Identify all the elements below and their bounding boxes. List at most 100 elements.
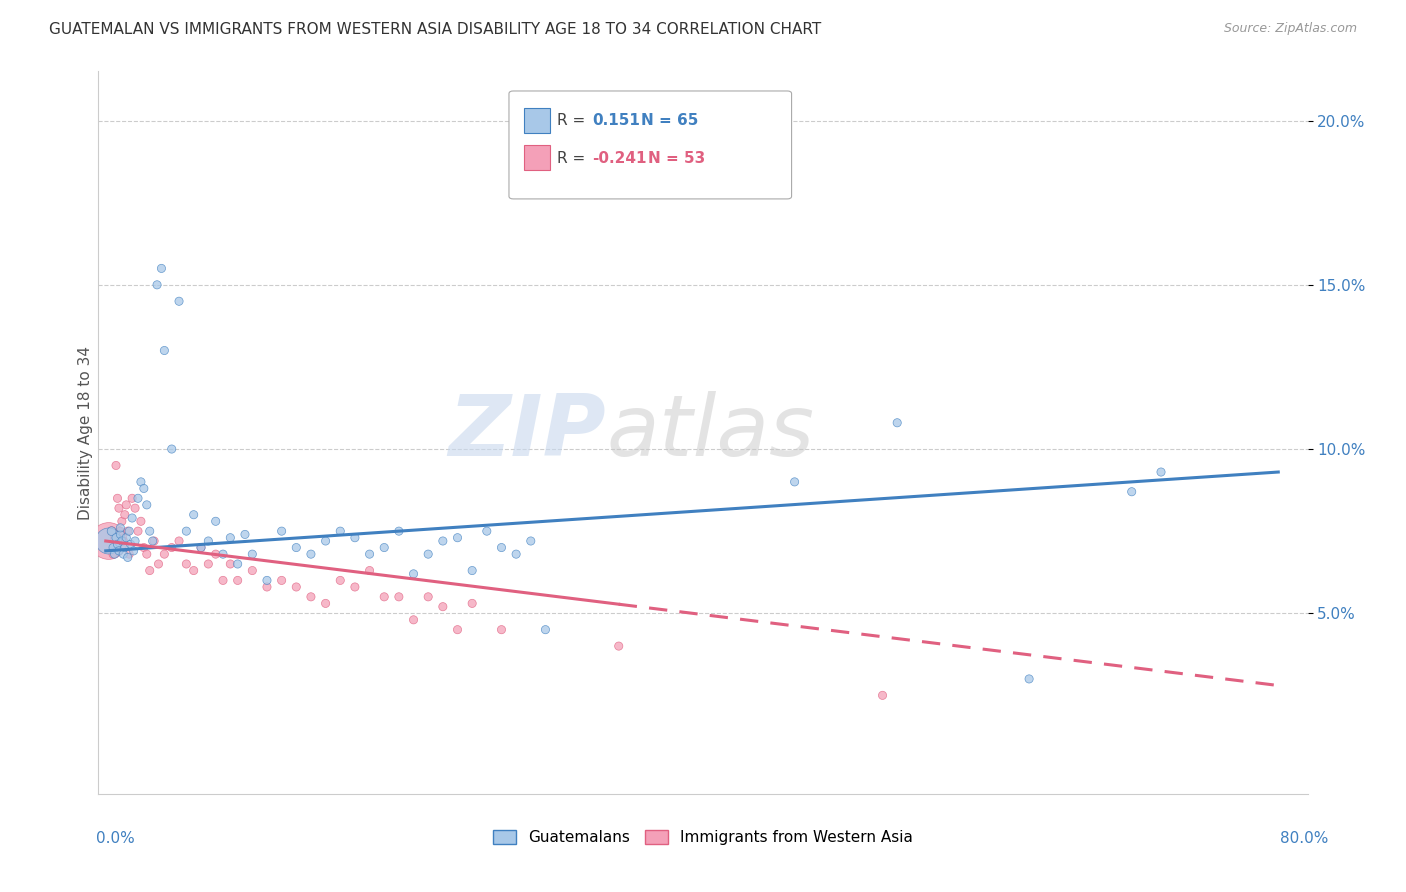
Legend: Guatemalans, Immigrants from Western Asia: Guatemalans, Immigrants from Western Asi… [486,824,920,851]
Point [505,547,527,561]
Point [1150,465,1173,479]
Point [100,524,122,538]
Point [212,547,235,561]
Point [107,537,129,551]
Point [299,547,322,561]
Point [107,491,129,506]
Point [97,533,120,548]
Point [461,564,484,578]
Point [97,533,120,548]
Point [315,596,337,610]
Point [183,564,205,578]
Point [359,547,381,561]
Point [101,547,124,561]
Point [240,564,263,578]
Point [1121,484,1143,499]
Point [176,557,198,571]
Point [143,533,166,548]
Point [127,491,149,506]
Point [101,541,124,555]
Point [103,531,125,545]
Point [115,498,138,512]
Point [110,524,132,538]
Point [150,261,173,276]
Point [110,527,132,541]
Point [190,541,212,555]
Point [475,524,498,538]
Point [122,544,145,558]
Point [112,533,135,548]
Point [343,580,366,594]
Text: 80.0%: 80.0% [1281,831,1329,846]
Point [129,475,152,489]
Point [114,508,136,522]
Point [124,501,146,516]
Point [108,544,131,558]
Point [256,580,278,594]
Point [148,557,170,571]
Point [112,547,135,561]
Point [121,511,143,525]
Text: GUATEMALAN VS IMMIGRANTS FROM WESTERN ASIA DISABILITY AGE 18 TO 34 CORRELATION C: GUATEMALAN VS IMMIGRANTS FROM WESTERN AS… [49,22,821,37]
Point [240,547,263,561]
Point [124,533,146,548]
Point [135,547,157,561]
Point [117,524,139,538]
Point [114,541,136,555]
Point [402,566,425,581]
Point [607,639,630,653]
Point [388,524,411,538]
Point [299,590,322,604]
Point [197,533,219,548]
Point [388,590,411,604]
Point [212,574,235,588]
Point [100,524,122,538]
Point [418,547,440,561]
Point [117,550,139,565]
Point [491,541,513,555]
Text: N = 65: N = 65 [641,113,699,128]
Point [534,623,557,637]
Point [121,491,143,506]
Point [138,524,160,538]
Point [270,524,292,538]
Point [183,508,205,522]
Point [219,531,242,545]
Text: R =: R = [557,151,585,166]
Point [105,531,128,545]
Point [135,498,157,512]
Point [105,458,128,473]
Point [461,596,484,610]
Point [343,531,366,545]
Point [256,574,278,588]
Point [146,277,169,292]
Point [142,533,165,548]
Point [233,527,256,541]
Text: N = 53: N = 53 [648,151,706,166]
Point [118,547,141,561]
Point [329,574,352,588]
Point [219,557,242,571]
Point [373,590,395,604]
Point [226,557,249,571]
Point [160,541,183,555]
Point [127,524,149,538]
Point [1018,672,1040,686]
Point [153,547,176,561]
Point [115,531,138,545]
Point [132,541,155,555]
Text: ZIP: ZIP [449,391,606,475]
Point [446,623,468,637]
Point [270,574,292,588]
Point [160,442,183,456]
Point [167,294,190,309]
Point [373,541,395,555]
Point [111,514,134,528]
Point [432,599,454,614]
Point [110,521,132,535]
Point [108,501,131,516]
Point [783,475,806,489]
Point [190,541,212,555]
Point [118,524,141,538]
Point [446,531,468,545]
